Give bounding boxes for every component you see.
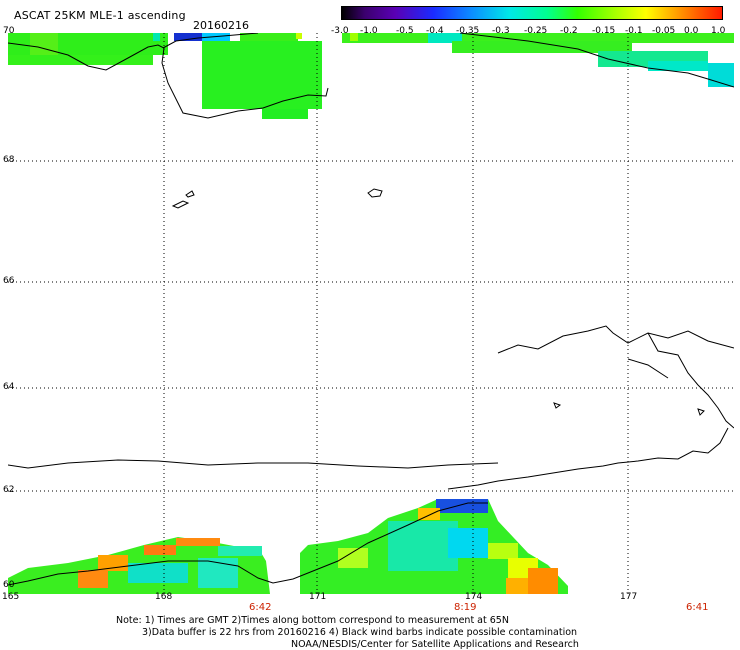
colorbar-label: -0.2 bbox=[560, 26, 578, 36]
gridlines bbox=[8, 33, 734, 594]
map-panel bbox=[8, 33, 734, 594]
colorbar-label: 1.0 bbox=[711, 26, 726, 36]
swath-top-left bbox=[8, 33, 322, 119]
colorbar-label: -0.4 bbox=[426, 26, 444, 36]
colorbar-label: -0.25 bbox=[524, 26, 548, 36]
color-scale-bar bbox=[341, 6, 723, 20]
lat-label: 62 bbox=[3, 485, 15, 495]
time-label: 8:19 bbox=[454, 602, 477, 613]
lat-label: 60 bbox=[3, 580, 15, 590]
colorbar-label: -0.1 bbox=[625, 26, 643, 36]
lon-label: 165 bbox=[2, 592, 20, 602]
swath-top-right bbox=[342, 33, 734, 87]
note-line-3: NOAA/NESDIS/Center for Satellite Applica… bbox=[291, 639, 579, 650]
lat-label: 68 bbox=[3, 155, 15, 165]
colorbar-label: -0.15 bbox=[592, 26, 616, 36]
map-date: 20160216 bbox=[193, 19, 249, 32]
colorbar-label: -0.35 bbox=[456, 26, 480, 36]
lon-label: 168 bbox=[155, 592, 173, 602]
lat-label: 70 bbox=[3, 26, 15, 36]
coastlines bbox=[8, 33, 734, 586]
lon-label: 174 bbox=[465, 592, 483, 602]
lon-label: 171 bbox=[309, 592, 327, 602]
map-title: ASCAT 25KM MLE-1 ascending bbox=[14, 9, 186, 22]
lat-label: 64 bbox=[3, 382, 15, 392]
map-svg bbox=[8, 33, 734, 594]
colorbar-label: -3.0 bbox=[331, 26, 349, 36]
note-line-2: 3)Data buffer is 22 hrs from 20160216 4)… bbox=[142, 627, 578, 638]
colorbar-label: -0.5 bbox=[396, 26, 414, 36]
note-line-1: Note: 1) Times are GMT 2)Times along bot… bbox=[116, 615, 509, 626]
time-label: 6:41 bbox=[686, 602, 709, 613]
colorbar-label: -0.3 bbox=[492, 26, 510, 36]
colorbar-label: -0.05 bbox=[652, 26, 676, 36]
swath-bottom bbox=[8, 499, 568, 594]
lat-label: 66 bbox=[3, 276, 15, 286]
colorbar-label: 0.0 bbox=[684, 26, 699, 36]
lon-label: 177 bbox=[620, 592, 638, 602]
time-label: 6:42 bbox=[249, 602, 272, 613]
colorbar-label: -1.0 bbox=[360, 26, 378, 36]
